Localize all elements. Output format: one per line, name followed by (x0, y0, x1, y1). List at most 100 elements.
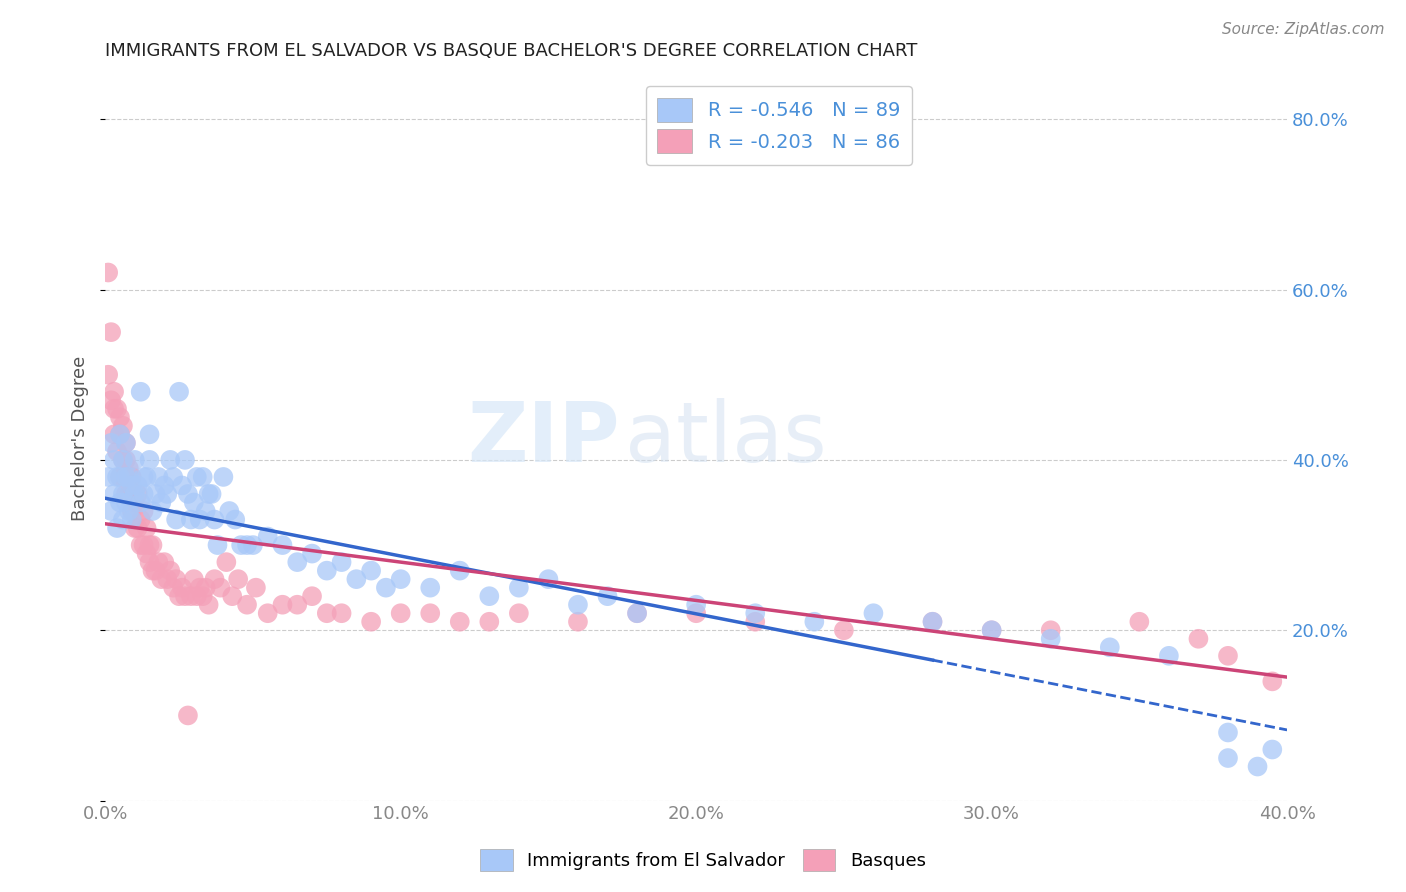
Point (100, 504, 122, 518)
Point (567, 615, 589, 629)
Point (111, 453, 134, 467)
Point (188, 581, 211, 595)
Point (162, 581, 184, 595)
Point (374, 581, 396, 595)
Point (159, 453, 181, 467)
Point (121, 504, 143, 518)
Point (129, 512, 152, 526)
Point (218, 504, 240, 518)
Point (200, 487, 222, 501)
Point (1216, 751, 1239, 765)
Point (108, 410, 131, 425)
Point (236, 538, 259, 552)
Point (138, 538, 160, 552)
Point (115, 470, 138, 484)
Point (121, 512, 143, 526)
Point (129, 538, 152, 552)
Point (132, 470, 155, 484)
Point (111, 470, 134, 484)
Point (118, 487, 141, 501)
Point (832, 624, 855, 638)
Point (626, 606, 648, 620)
Point (191, 589, 214, 603)
Point (360, 615, 382, 629)
Point (103, 384, 125, 399)
Point (567, 598, 589, 612)
Point (980, 624, 1002, 638)
Text: Source: ZipAtlas.com: Source: ZipAtlas.com (1222, 22, 1385, 37)
Point (100, 393, 122, 408)
Point (224, 512, 246, 526)
Point (194, 581, 217, 595)
Point (127, 487, 149, 501)
Point (165, 572, 187, 586)
Point (183, 572, 205, 586)
Point (186, 589, 208, 603)
Point (129, 495, 152, 509)
Point (153, 555, 176, 569)
Point (1261, 742, 1284, 756)
Point (1261, 674, 1284, 689)
Point (221, 589, 243, 603)
Point (596, 589, 619, 603)
Point (921, 615, 943, 629)
Point (685, 598, 707, 612)
Point (174, 453, 197, 467)
Point (330, 555, 353, 569)
Point (330, 606, 353, 620)
Point (626, 606, 648, 620)
Point (170, 478, 193, 492)
Point (124, 453, 146, 467)
Point (256, 530, 278, 544)
Point (207, 538, 229, 552)
Point (103, 453, 125, 467)
Point (1039, 632, 1062, 646)
Point (204, 512, 226, 526)
Point (148, 470, 170, 484)
Point (111, 512, 134, 526)
Point (111, 453, 134, 467)
Text: ZIP: ZIP (467, 398, 619, 479)
Point (103, 427, 125, 442)
Point (229, 538, 252, 552)
Point (226, 572, 249, 586)
Point (135, 470, 157, 484)
Point (204, 572, 226, 586)
Point (389, 572, 412, 586)
Point (132, 487, 155, 501)
Point (115, 495, 138, 509)
Point (105, 470, 128, 484)
Point (360, 564, 382, 578)
Point (162, 470, 184, 484)
Point (191, 470, 214, 484)
Point (121, 470, 143, 484)
Point (105, 401, 128, 416)
Point (127, 478, 149, 492)
Point (108, 427, 131, 442)
Point (685, 606, 707, 620)
Point (108, 495, 131, 509)
Point (344, 572, 367, 586)
Point (115, 435, 138, 450)
Point (103, 487, 125, 501)
Point (537, 572, 560, 586)
Point (138, 555, 160, 569)
Legend: R = -0.546   N = 89, R = -0.203   N = 86: R = -0.546 N = 89, R = -0.203 N = 86 (645, 87, 912, 165)
Point (118, 504, 141, 518)
Point (127, 521, 149, 535)
Point (419, 606, 441, 620)
Point (97, 368, 120, 382)
Point (980, 624, 1002, 638)
Point (315, 606, 337, 620)
Point (156, 572, 179, 586)
Point (256, 606, 278, 620)
Point (1039, 624, 1062, 638)
Point (803, 615, 825, 629)
Point (744, 606, 766, 620)
Point (242, 538, 264, 552)
Point (167, 589, 190, 603)
Point (209, 581, 232, 595)
Point (177, 708, 200, 723)
Point (301, 547, 323, 561)
Point (285, 555, 308, 569)
